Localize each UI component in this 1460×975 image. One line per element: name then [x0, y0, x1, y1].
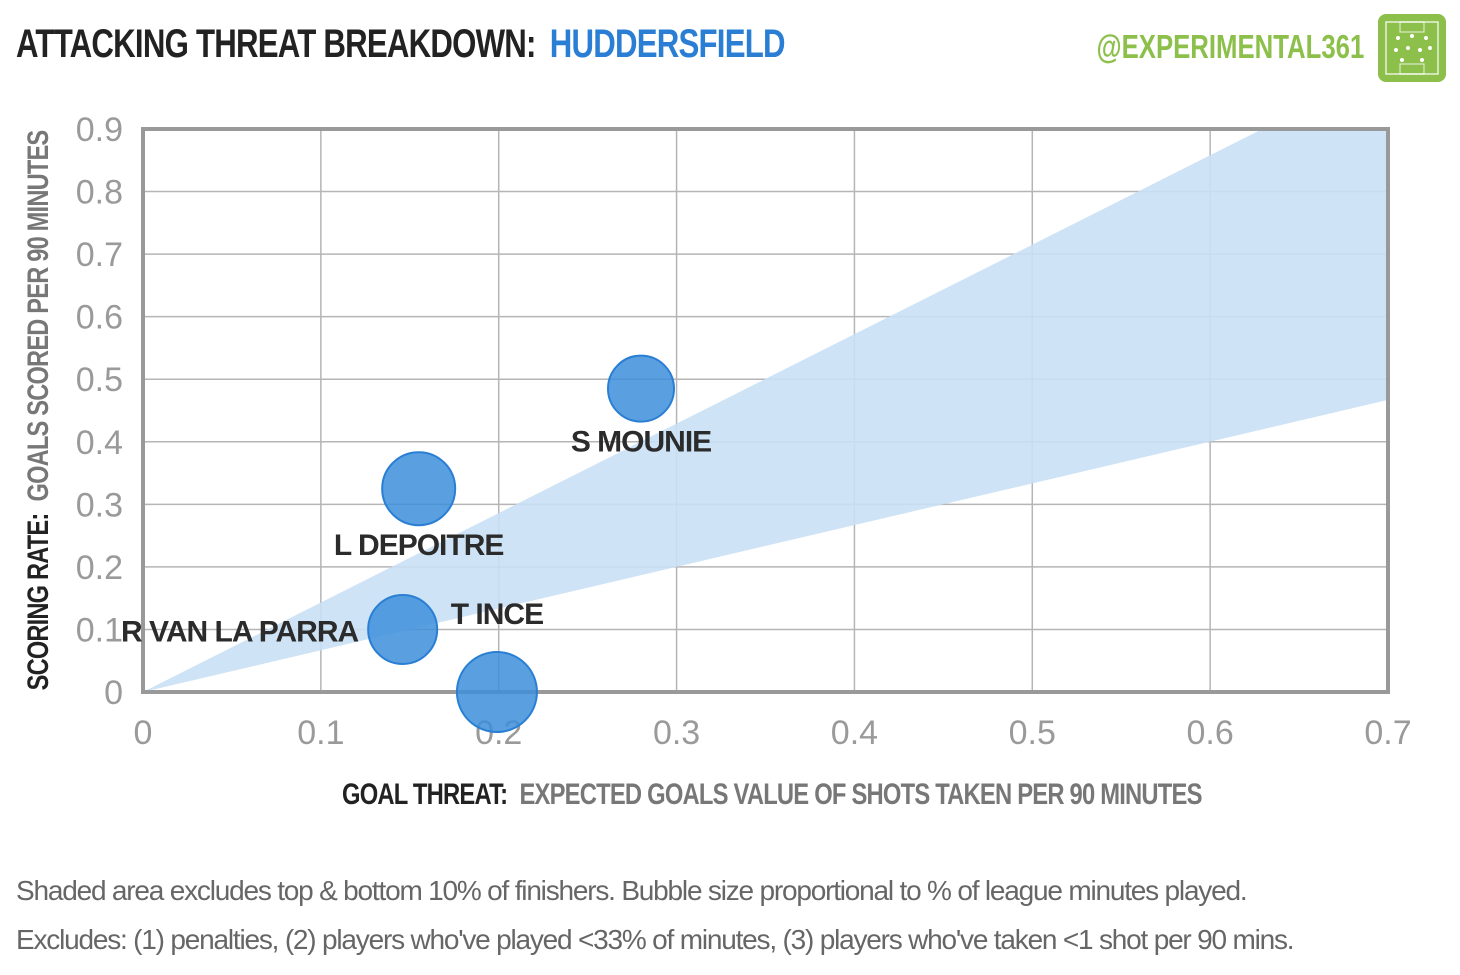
y-axis-label-bold: SCORING RATE:	[21, 514, 54, 691]
footnote-shading: Shaded area excludes top & bottom 10% of…	[16, 875, 1248, 906]
bubble	[381, 451, 457, 527]
bubble	[367, 593, 439, 665]
bubble-labels: S MOUNIE L DEPOITRE R VAN LA PARRA T INCE	[121, 426, 712, 649]
title-prefix: ATTACKING THREAT BREAKDOWN:	[16, 22, 536, 66]
y-tick-label: 0	[104, 674, 123, 712]
y-tick-label: 0.7	[76, 236, 123, 274]
y-tick-label: 0.3	[76, 486, 123, 524]
bubble-label: L DEPOITRE	[334, 529, 503, 562]
x-axis-label-rest: EXPECTED GOALS VALUE OF SHOTS TAKEN PER …	[519, 776, 1201, 810]
x-tick-label: 0.3	[653, 714, 700, 752]
header: ATTACKING THREAT BREAKDOWN: HUDDERSFIELD …	[0, 0, 1460, 100]
y-axis-label-rest: GOALS SCORED PER 90 MINUTES	[21, 131, 54, 502]
x-tick-label: 0.7	[1364, 714, 1411, 752]
bubble-label: S MOUNIE	[571, 426, 711, 459]
x-tick-labels: 0 0.1 0.2 0.3 0.4 0.5 0.6 0.7	[134, 714, 1412, 752]
x-tick-label: 0	[134, 714, 153, 752]
bubble	[607, 354, 675, 423]
bubble	[455, 651, 538, 733]
bubbles	[367, 354, 675, 733]
footnotes: Shaded area excludes top & bottom 10% of…	[16, 866, 1456, 964]
y-tick-label: 0.1	[76, 611, 123, 649]
y-tick-label: 0.2	[76, 549, 123, 587]
pitch-icon	[1378, 14, 1446, 82]
y-tick-label: 0.5	[76, 361, 123, 399]
y-tick-label: 0.8	[76, 174, 123, 212]
y-tick-label: 0.4	[76, 424, 123, 462]
y-tick-label: 0.6	[76, 299, 123, 337]
twitter-handle: @EXPERIMENTAL361	[1096, 28, 1364, 65]
x-tick-label: 0.1	[297, 714, 344, 752]
footnote-exclusions: Excludes: (1) penalties, (2) players who…	[16, 924, 1295, 955]
x-axis-label: GOAL THREAT: EXPECTED GOALS VALUE OF SHO…	[342, 776, 1202, 810]
plot-frame	[141, 127, 1390, 694]
y-tick-labels: 0 0.1 0.2 0.3 0.4 0.5 0.6 0.7 0.8 0.9	[76, 111, 123, 712]
bubble-label: T INCE	[451, 598, 543, 631]
bubble-label: R VAN LA PARRA	[121, 615, 358, 648]
y-tick-label: 0.9	[76, 111, 123, 149]
scatter-chart: 0 0.1 0.2 0.3 0.4 0.5 0.6 0.7 0.8 0.9 0 0.1 0.2 0.3 0…	[21, 111, 1412, 811]
chart-title: ATTACKING THREAT BREAKDOWN: HUDDERSFIELD	[16, 22, 786, 67]
finishing-band	[143, 129, 1388, 692]
x-tick-label: 0.6	[1187, 714, 1234, 752]
y-axis-label: SCORING RATE: GOALS SCORED PER 90 MINUTE…	[21, 131, 54, 691]
title-team: HUDDERSFIELD	[549, 22, 786, 66]
x-tick-label: 0.4	[831, 714, 878, 752]
x-tick-label: 0.5	[1009, 714, 1056, 752]
x-axis-label-bold: GOAL THREAT:	[342, 776, 507, 810]
